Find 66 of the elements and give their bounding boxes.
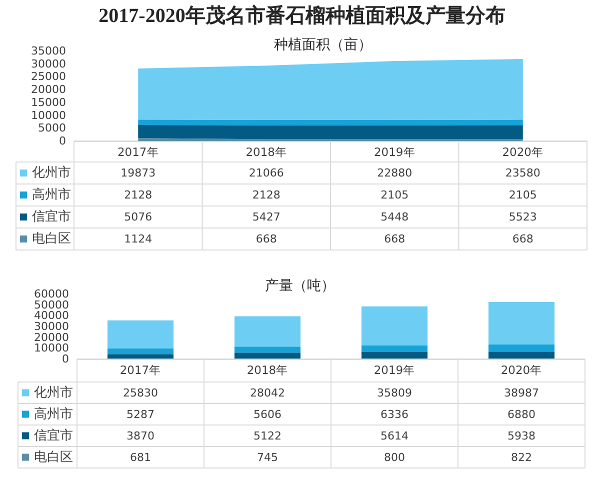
chart-subtitle: 产量（吨）	[265, 278, 335, 294]
data-label: 681	[130, 450, 151, 464]
y-tick-label: 10000	[31, 108, 66, 122]
data-label: 23580	[505, 166, 540, 180]
data-label: 5427	[252, 210, 280, 224]
data-label: 5287	[126, 408, 154, 421]
data-label: 22880	[377, 166, 412, 180]
y-tick-label: 0	[59, 134, 66, 148]
data-label: 25830	[123, 386, 158, 400]
legend-label: 电白区	[32, 232, 71, 246]
data-label: 5938	[508, 429, 536, 442]
data-label: 19873	[120, 166, 156, 180]
legend-label: 化州市	[34, 385, 73, 400]
data-label: 5523	[508, 210, 537, 224]
legend-label: 信宜市	[32, 208, 71, 224]
data-label: 38987	[504, 386, 539, 400]
y-tick-label: 30000	[34, 320, 69, 333]
data-label: 822	[511, 450, 532, 464]
x-tick-label: 2017年	[117, 145, 159, 159]
y-tick-label: 0	[62, 352, 69, 366]
data-label: 28042	[250, 386, 285, 400]
data-label: 668	[256, 232, 277, 246]
data-label: 800	[384, 450, 405, 464]
y-tick-label: 50000	[34, 298, 69, 312]
y-tick-label: 35000	[31, 44, 66, 58]
x-tick-label: 2018年	[246, 363, 288, 377]
x-tick-label: 2020年	[500, 363, 542, 377]
data-label: 2128	[252, 188, 280, 202]
x-tick-label: 2019年	[374, 363, 416, 377]
y-tick-label: 30000	[31, 57, 66, 70]
data-label: 3870	[126, 429, 154, 442]
data-label: 35809	[377, 386, 412, 400]
data-label: 5122	[254, 429, 282, 442]
x-tick-label: 2017年	[120, 363, 162, 377]
data-label: 668	[512, 232, 534, 246]
data-label: 5614	[380, 429, 408, 442]
legend-label: 高州市	[32, 186, 71, 202]
data-label: 668	[384, 232, 406, 246]
data-label: 6880	[508, 408, 536, 421]
data-label: 5448	[380, 210, 409, 224]
x-tick-label: 2020年	[502, 145, 544, 159]
chart-title: 2017-2020年茂名市番石榴种植面积及产量分布	[98, 4, 506, 27]
legend-label: 高州市	[34, 406, 73, 422]
data-label: 21066	[248, 166, 284, 180]
data-label: 2105	[508, 188, 537, 202]
data-label: 745	[257, 450, 278, 464]
y-tick-label: 15000	[31, 96, 66, 109]
data-label: 2128	[124, 188, 152, 202]
legend-label: 化州市	[32, 166, 71, 180]
y-tick-label: 10000	[34, 342, 69, 355]
y-tick-label: 20000	[31, 83, 66, 96]
x-tick-label: 2019年	[374, 145, 416, 159]
legend-label: 信宜市	[34, 427, 73, 444]
y-tick-label: 20000	[34, 330, 69, 344]
data-label: 5076	[124, 210, 152, 224]
y-tick-label: 5000	[38, 122, 66, 135]
x-tick-label: 2018年	[246, 145, 288, 159]
y-tick-label: 25000	[31, 70, 66, 84]
data-label: 5606	[254, 408, 282, 421]
data-label: 6336	[380, 408, 408, 421]
legend-label: 电白区	[34, 450, 73, 465]
data-label: 2105	[380, 188, 409, 202]
data-label: 1124	[124, 232, 152, 246]
y-tick-label: 40000	[34, 309, 69, 322]
chart-subtitle: 种植面积（亩）	[274, 37, 372, 53]
y-tick-label: 60000	[34, 288, 69, 300]
